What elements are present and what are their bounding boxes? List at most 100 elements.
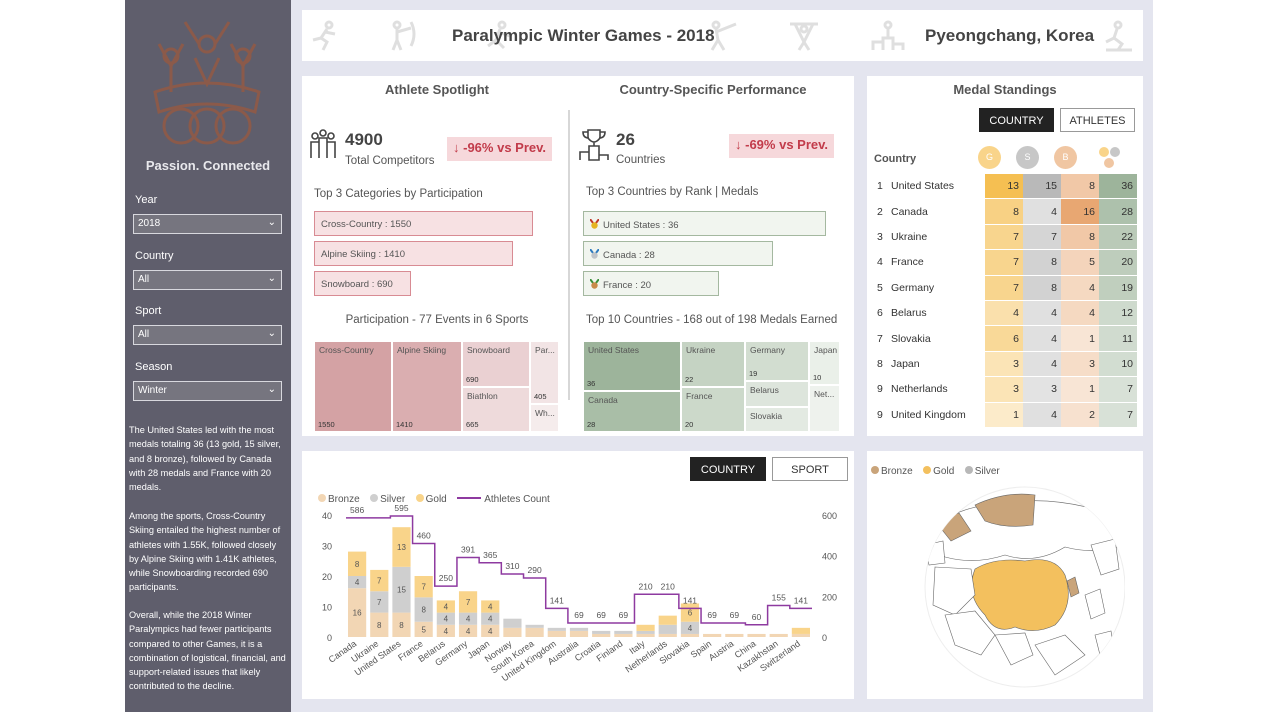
bar-segment-bronze — [503, 627, 522, 637]
rank-cell: 4 — [873, 249, 887, 276]
category-bar[interactable]: Cross-Country : 1550 — [314, 211, 533, 236]
treemap-tile[interactable]: Germany 19 — [745, 341, 809, 381]
bar-segment-silver — [658, 624, 677, 634]
country-cell: Slovakia — [887, 325, 985, 352]
category-bar[interactable]: Snowboard : 690 — [314, 271, 411, 296]
treemap-tile[interactable]: Belarus — [745, 381, 809, 407]
table-row[interactable]: 6 Belarus 4 4 4 12 — [873, 299, 1137, 326]
bar-segment-gold — [436, 600, 455, 613]
bar-segment-gold — [414, 576, 433, 598]
table-row[interactable]: 9 Netherlands 3 3 1 7 — [873, 376, 1137, 403]
silver-medal-icon: S — [1016, 146, 1039, 169]
rank-cell: 8 — [873, 350, 887, 377]
bar-segment-gold — [392, 527, 411, 567]
header-banner: Paralympic Winter Games - 2018 Pyeongcha… — [302, 10, 1143, 61]
table-row[interactable]: 2 Canada 8 4 16 28 — [873, 198, 1137, 225]
total-competitors-value: 4900 — [345, 130, 383, 149]
bar-segment-silver — [547, 627, 566, 631]
year-filter-select[interactable]: 2018 ⌄ — [133, 214, 282, 234]
bar-data-label: 8 — [399, 621, 404, 630]
bar-segment-bronze — [680, 633, 700, 637]
tagline: Passion. Connected — [145, 158, 271, 173]
arrow-down-icon: ↓ — [735, 137, 746, 152]
table-row[interactable]: 9 United Kingdom 1 4 2 7 — [873, 401, 1137, 428]
legend-item-bronze: Bronze — [318, 494, 360, 505]
bar-segment-gold — [658, 615, 677, 625]
treemap-tile[interactable]: Canada 28 — [583, 391, 681, 432]
bar-segment-bronze — [658, 633, 677, 637]
bar-segment-bronze — [569, 630, 589, 637]
tab-athletes[interactable]: ATHLETES — [1060, 108, 1135, 132]
y2-tick-label: 400 — [822, 552, 837, 562]
chevron-down-icon: ⌄ — [267, 273, 276, 284]
treemap-tile[interactable]: Wh... — [530, 404, 559, 432]
treemap-tile[interactable]: Slovakia — [745, 407, 809, 432]
chevron-down-icon: ⌄ — [267, 384, 276, 395]
bronze-count-cell: 8 — [1061, 172, 1099, 199]
treemap-tile-value: 10 — [813, 373, 822, 382]
table-row[interactable]: 4 France 7 8 5 20 — [873, 249, 1137, 276]
treemap-tile[interactable]: Biathlon 665 — [462, 387, 530, 432]
season-filter-select[interactable]: Winter ⌄ — [133, 381, 282, 401]
treemap-tile[interactable]: Japan 10 — [809, 341, 840, 385]
total-competitors-label: Total Competitors — [345, 155, 435, 167]
top3-countries-heading: Top 3 Countries by Rank | Medals — [586, 186, 759, 198]
treemap-tile[interactable]: Par... 405 — [530, 341, 559, 404]
total-count-cell: 10 — [1099, 350, 1137, 377]
chevron-down-icon: ⌄ — [267, 217, 276, 228]
country-filter-value: All — [138, 274, 150, 285]
bar-data-label: 15 — [397, 586, 406, 595]
table-row[interactable]: 7 Slovakia 6 4 1 11 — [873, 325, 1137, 352]
sport-filter-select[interactable]: All ⌄ — [133, 325, 282, 345]
table-row[interactable]: 1 United States 13 15 8 36 — [873, 172, 1137, 199]
competitors-change-badge: ↓ -96% vs Prev. — [447, 137, 552, 161]
athlete-spotlight-title: Athlete Spotlight — [385, 82, 489, 97]
y-tick-label: 20 — [322, 572, 332, 582]
globe-map[interactable] — [915, 485, 1125, 689]
treemap-tile[interactable]: Ukraine 22 — [681, 341, 745, 387]
treemap-tile[interactable]: Cross-Country 1550 — [314, 341, 392, 432]
sidebar: Passion. Connected Year 2018 ⌄ Country Al… — [125, 0, 291, 712]
treemap-tile[interactable]: Alpine Skiing 1410 — [392, 341, 462, 432]
country-cell: United States — [887, 172, 985, 199]
bar-segment-silver — [592, 630, 611, 634]
tab-country[interactable]: COUNTRY — [690, 457, 766, 481]
treemap-tile-value: 28 — [587, 420, 596, 429]
tab-sport[interactable]: SPORT — [772, 457, 848, 481]
y2-tick-label: 0 — [822, 633, 827, 643]
bar-segment-silver — [436, 612, 455, 625]
rank-cell: 9 — [873, 401, 887, 428]
silver-medal-icon — [590, 249, 599, 259]
podium-icon — [871, 20, 905, 50]
y-tick-label: 40 — [322, 511, 332, 521]
country-bar[interactable]: Canada : 28 — [583, 241, 773, 266]
treemap-tile-value: 22 — [685, 375, 694, 384]
table-row[interactable]: 8 Japan 3 4 3 10 — [873, 350, 1137, 377]
athletes-count-line — [346, 515, 812, 626]
bar-segment-gold — [458, 591, 478, 613]
treemap-tile[interactable]: France 20 — [681, 387, 745, 432]
treemap-tile[interactable]: Net... — [809, 385, 840, 432]
country-bar[interactable]: United States : 36 — [583, 211, 826, 236]
bar-data-label: 4 — [488, 627, 493, 636]
treemap-tile[interactable]: United States 36 — [583, 341, 681, 391]
map-legend: Bronze Gold Silver — [871, 461, 1006, 479]
gold-count-cell: 6 — [985, 325, 1023, 352]
bronze-country-region — [974, 493, 1036, 527]
bar-segment-bronze — [347, 588, 367, 637]
season-filter-label: Season — [135, 361, 173, 373]
countries-label: Countries — [616, 154, 666, 166]
y-tick-label: 0 — [327, 633, 332, 643]
table-row[interactable]: 3 Ukraine 7 7 8 22 — [873, 223, 1137, 250]
treemap-tile-label: Canada — [588, 395, 618, 405]
treemap-tile[interactable]: Snowboard 690 — [462, 341, 530, 387]
category-bar[interactable]: Alpine Skiing : 1410 — [314, 241, 513, 266]
tab-country[interactable]: COUNTRY — [979, 108, 1054, 132]
country-bar[interactable]: France : 20 — [583, 271, 719, 296]
country-filter-select[interactable]: All ⌄ — [133, 270, 282, 290]
table-row[interactable]: 5 Germany 7 8 4 19 — [873, 274, 1137, 301]
athletes-data-label: 69 — [574, 610, 584, 620]
gold-count-cell: 1 — [985, 401, 1023, 428]
skater-icon — [487, 20, 511, 50]
bar-data-label: 8 — [377, 621, 382, 630]
